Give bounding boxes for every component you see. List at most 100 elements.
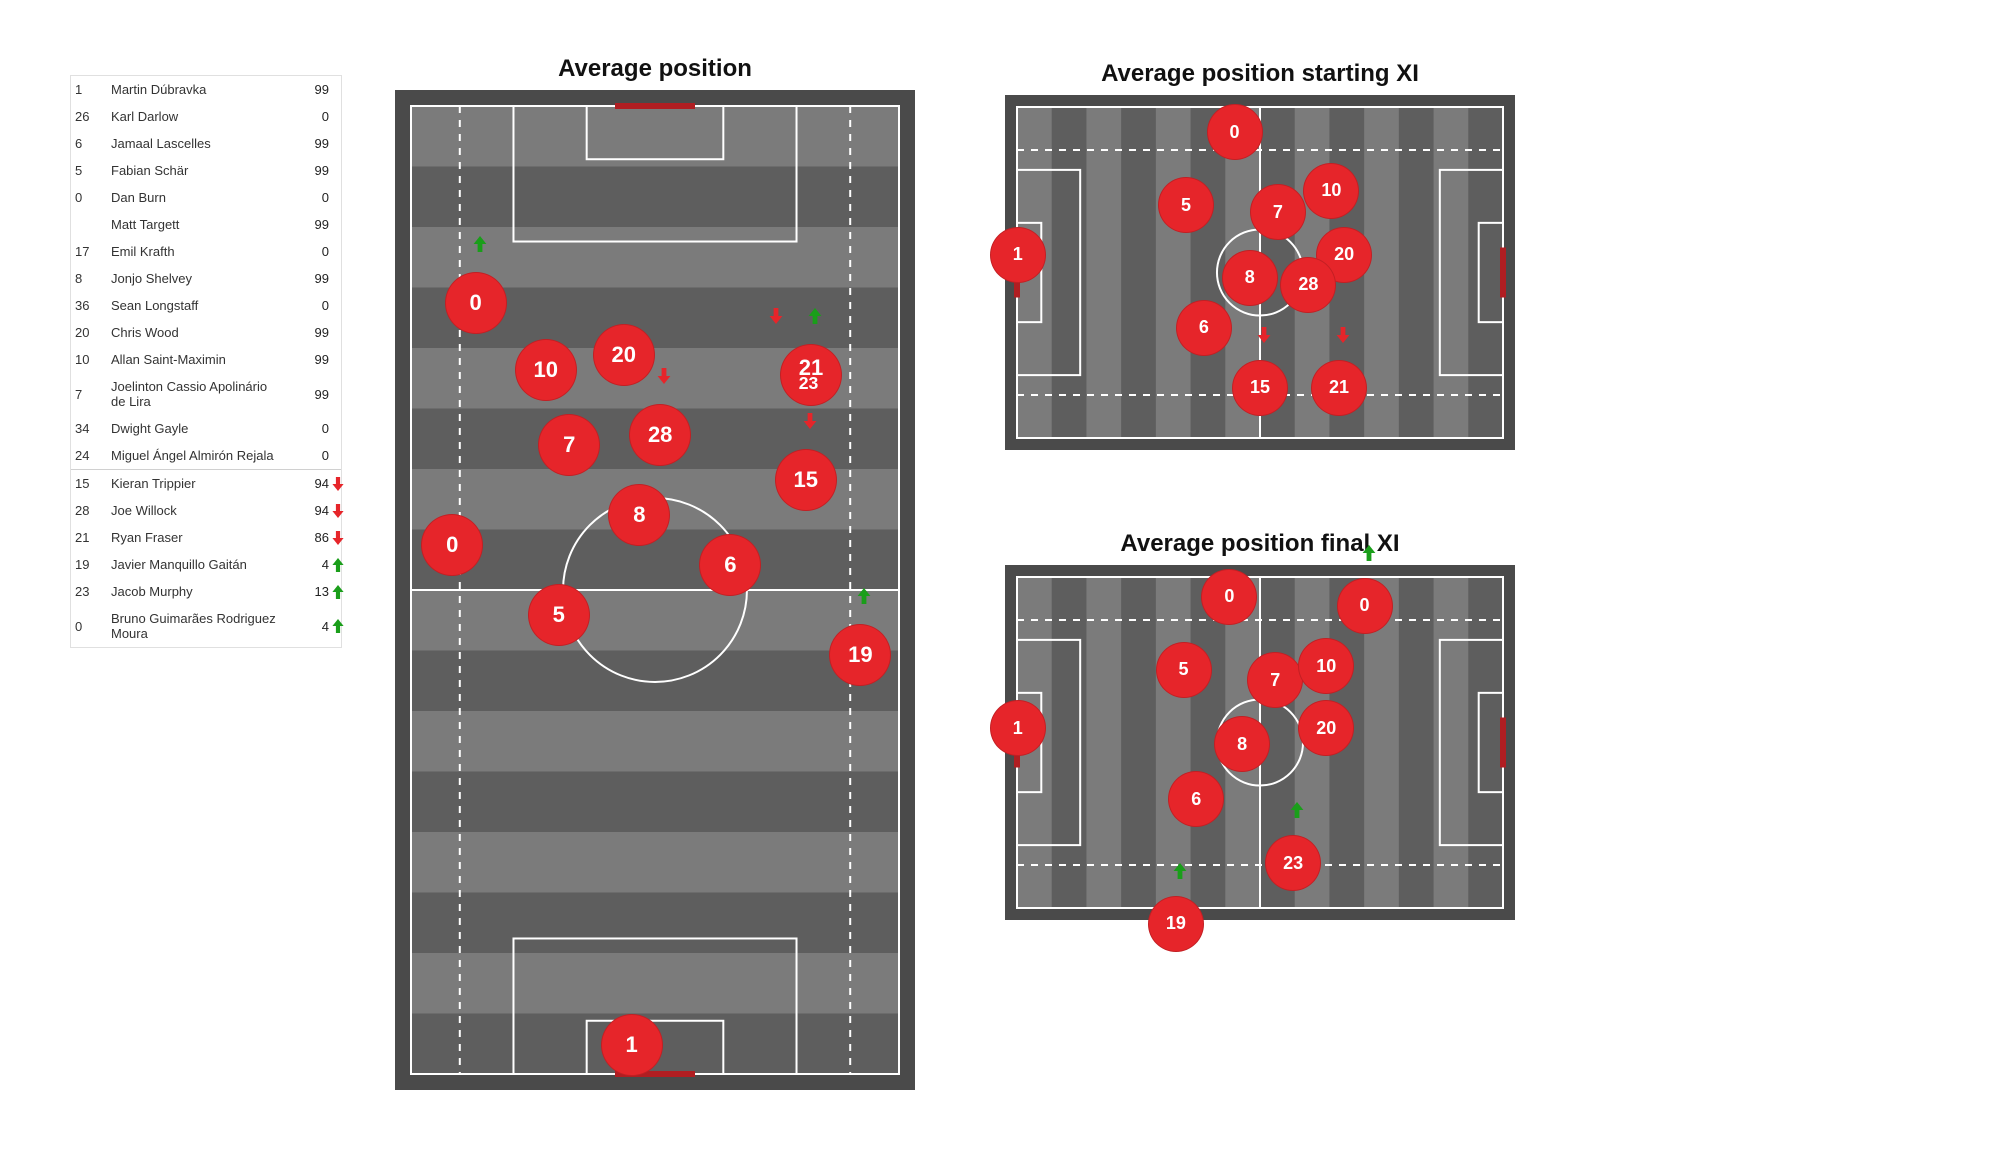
player-marker: 21	[1311, 360, 1367, 416]
sub-on-icon	[331, 619, 345, 633]
player-marker: 19	[829, 624, 891, 686]
player-marker-dot: 15	[775, 449, 837, 511]
sub-on-icon	[472, 236, 488, 252]
player-marker: 0	[421, 514, 483, 576]
player-marker-dot: 0	[421, 514, 483, 576]
player-minutes: 99	[287, 130, 341, 157]
player-marker-dot: 0	[445, 272, 507, 334]
player-number: 17	[71, 238, 107, 265]
player-minutes: 99	[287, 373, 341, 415]
player-name: Joe Willock	[107, 497, 287, 524]
player-marker: 6	[699, 534, 761, 596]
player-marker-dot: 10	[515, 339, 577, 401]
player-marker-dot: 1	[990, 700, 1046, 756]
player-marker-dot: 5	[1158, 177, 1214, 233]
player-minutes: 4	[287, 605, 341, 647]
player-marker-dot: 0	[1337, 578, 1393, 634]
player-marker-dot: 5	[528, 584, 590, 646]
player-minutes: 99	[287, 157, 341, 184]
sub-off-icon	[331, 531, 345, 545]
player-marker: 8	[1222, 250, 1278, 306]
table-row: 0Bruno Guimarães Rodriguez Moura4	[71, 605, 341, 647]
player-marker: 23	[1265, 835, 1321, 891]
table-row: 23Jacob Murphy13	[71, 578, 341, 605]
player-marker-dot: 6	[1176, 300, 1232, 356]
page-root: { "colors": { "marker_fill": "#e6252a", …	[0, 0, 2000, 1175]
table-row: 1Martin Dúbravka99	[71, 76, 341, 103]
player-marker: 20	[593, 324, 655, 386]
player-marker: 5	[1158, 177, 1214, 233]
player-marker-dot: 10	[1303, 163, 1359, 219]
player-number: 23	[71, 578, 107, 605]
player-marker-dot: 28	[1280, 257, 1336, 313]
player-name: Dwight Gayle	[107, 415, 287, 442]
player-minutes: 4	[287, 551, 341, 578]
player-marker-dot: 21	[1311, 360, 1367, 416]
player-marker-dot: 8	[608, 484, 670, 546]
player-marker-dot: 23	[1265, 835, 1321, 891]
pitch-average-position: Average position 010202123728158065191	[395, 90, 915, 1090]
player-marker: 5	[528, 584, 590, 646]
sub-off-icon	[1256, 327, 1272, 343]
player-marker: 7	[1247, 652, 1303, 708]
player-marker-dot: 19	[829, 624, 891, 686]
player-number: 5	[71, 157, 107, 184]
table-row: 7Joelinton Cassio Apolinário de Lira99	[71, 373, 341, 415]
player-minutes: 13	[287, 578, 341, 605]
player-marker: 1	[990, 227, 1046, 283]
player-marker: 10	[1303, 163, 1359, 219]
player-marker-dot: 8	[1222, 250, 1278, 306]
table-row: 0Dan Burn0	[71, 184, 341, 211]
player-table: 1Martin Dúbravka9926Karl Darlow06Jamaal …	[70, 75, 342, 648]
player-marker: 0	[1337, 578, 1393, 634]
player-marker: 28	[1280, 257, 1336, 313]
player-number: 6	[71, 130, 107, 157]
player-marker-dot: 1	[601, 1014, 663, 1076]
player-marker: 1	[601, 1014, 663, 1076]
player-name: Jacob Murphy	[107, 578, 287, 605]
player-name: Karl Darlow	[107, 103, 287, 130]
player-number: 15	[71, 470, 107, 498]
player-number: 24	[71, 442, 107, 470]
player-marker-dot: 7	[1247, 652, 1303, 708]
player-name: Dan Burn	[107, 184, 287, 211]
sub-on-icon	[1172, 863, 1188, 879]
player-number: 0	[71, 605, 107, 647]
player-minutes: 99	[287, 76, 341, 103]
player-minutes: 0	[287, 415, 341, 442]
sub-off-icon	[656, 368, 672, 384]
player-minutes: 0	[287, 103, 341, 130]
sub-off-icon	[802, 413, 818, 429]
sub-on-icon	[331, 558, 345, 572]
table-row: 5Fabian Schär99	[71, 157, 341, 184]
player-minutes: 0	[287, 184, 341, 211]
player-number: 26	[71, 103, 107, 130]
player-marker: 10	[515, 339, 577, 401]
table-row: 20Chris Wood99	[71, 319, 341, 346]
player-marker: 15	[775, 449, 837, 511]
player-name: Allan Saint-Maximin	[107, 346, 287, 373]
player-name: Javier Manquillo Gaitán	[107, 551, 287, 578]
player-number: 28	[71, 497, 107, 524]
sub-off-icon	[768, 308, 784, 324]
table-row: 15Kieran Trippier94	[71, 470, 341, 498]
player-marker: 7	[538, 414, 600, 476]
sub-on-icon	[331, 585, 345, 599]
player-number: 1	[71, 76, 107, 103]
player-marker: 10	[1298, 638, 1354, 694]
player-marker-dot: 7	[538, 414, 600, 476]
pitch-final-xi: Average position final XI 10057102086231…	[1005, 565, 1515, 920]
table-row: 21Ryan Fraser86	[71, 524, 341, 551]
player-minutes: 99	[287, 211, 341, 238]
player-number: 20	[71, 319, 107, 346]
table-row: 26Karl Darlow0	[71, 103, 341, 130]
table-row: Matt Targett99	[71, 211, 341, 238]
player-marker: 28	[629, 404, 691, 466]
sub-on-icon	[856, 588, 872, 604]
player-marker: 8	[1214, 716, 1270, 772]
player-marker: 2123	[780, 344, 842, 406]
player-marker-dot: 20	[1298, 700, 1354, 756]
player-number: 21	[71, 524, 107, 551]
player-number	[71, 211, 107, 238]
sub-off-icon	[1335, 327, 1351, 343]
